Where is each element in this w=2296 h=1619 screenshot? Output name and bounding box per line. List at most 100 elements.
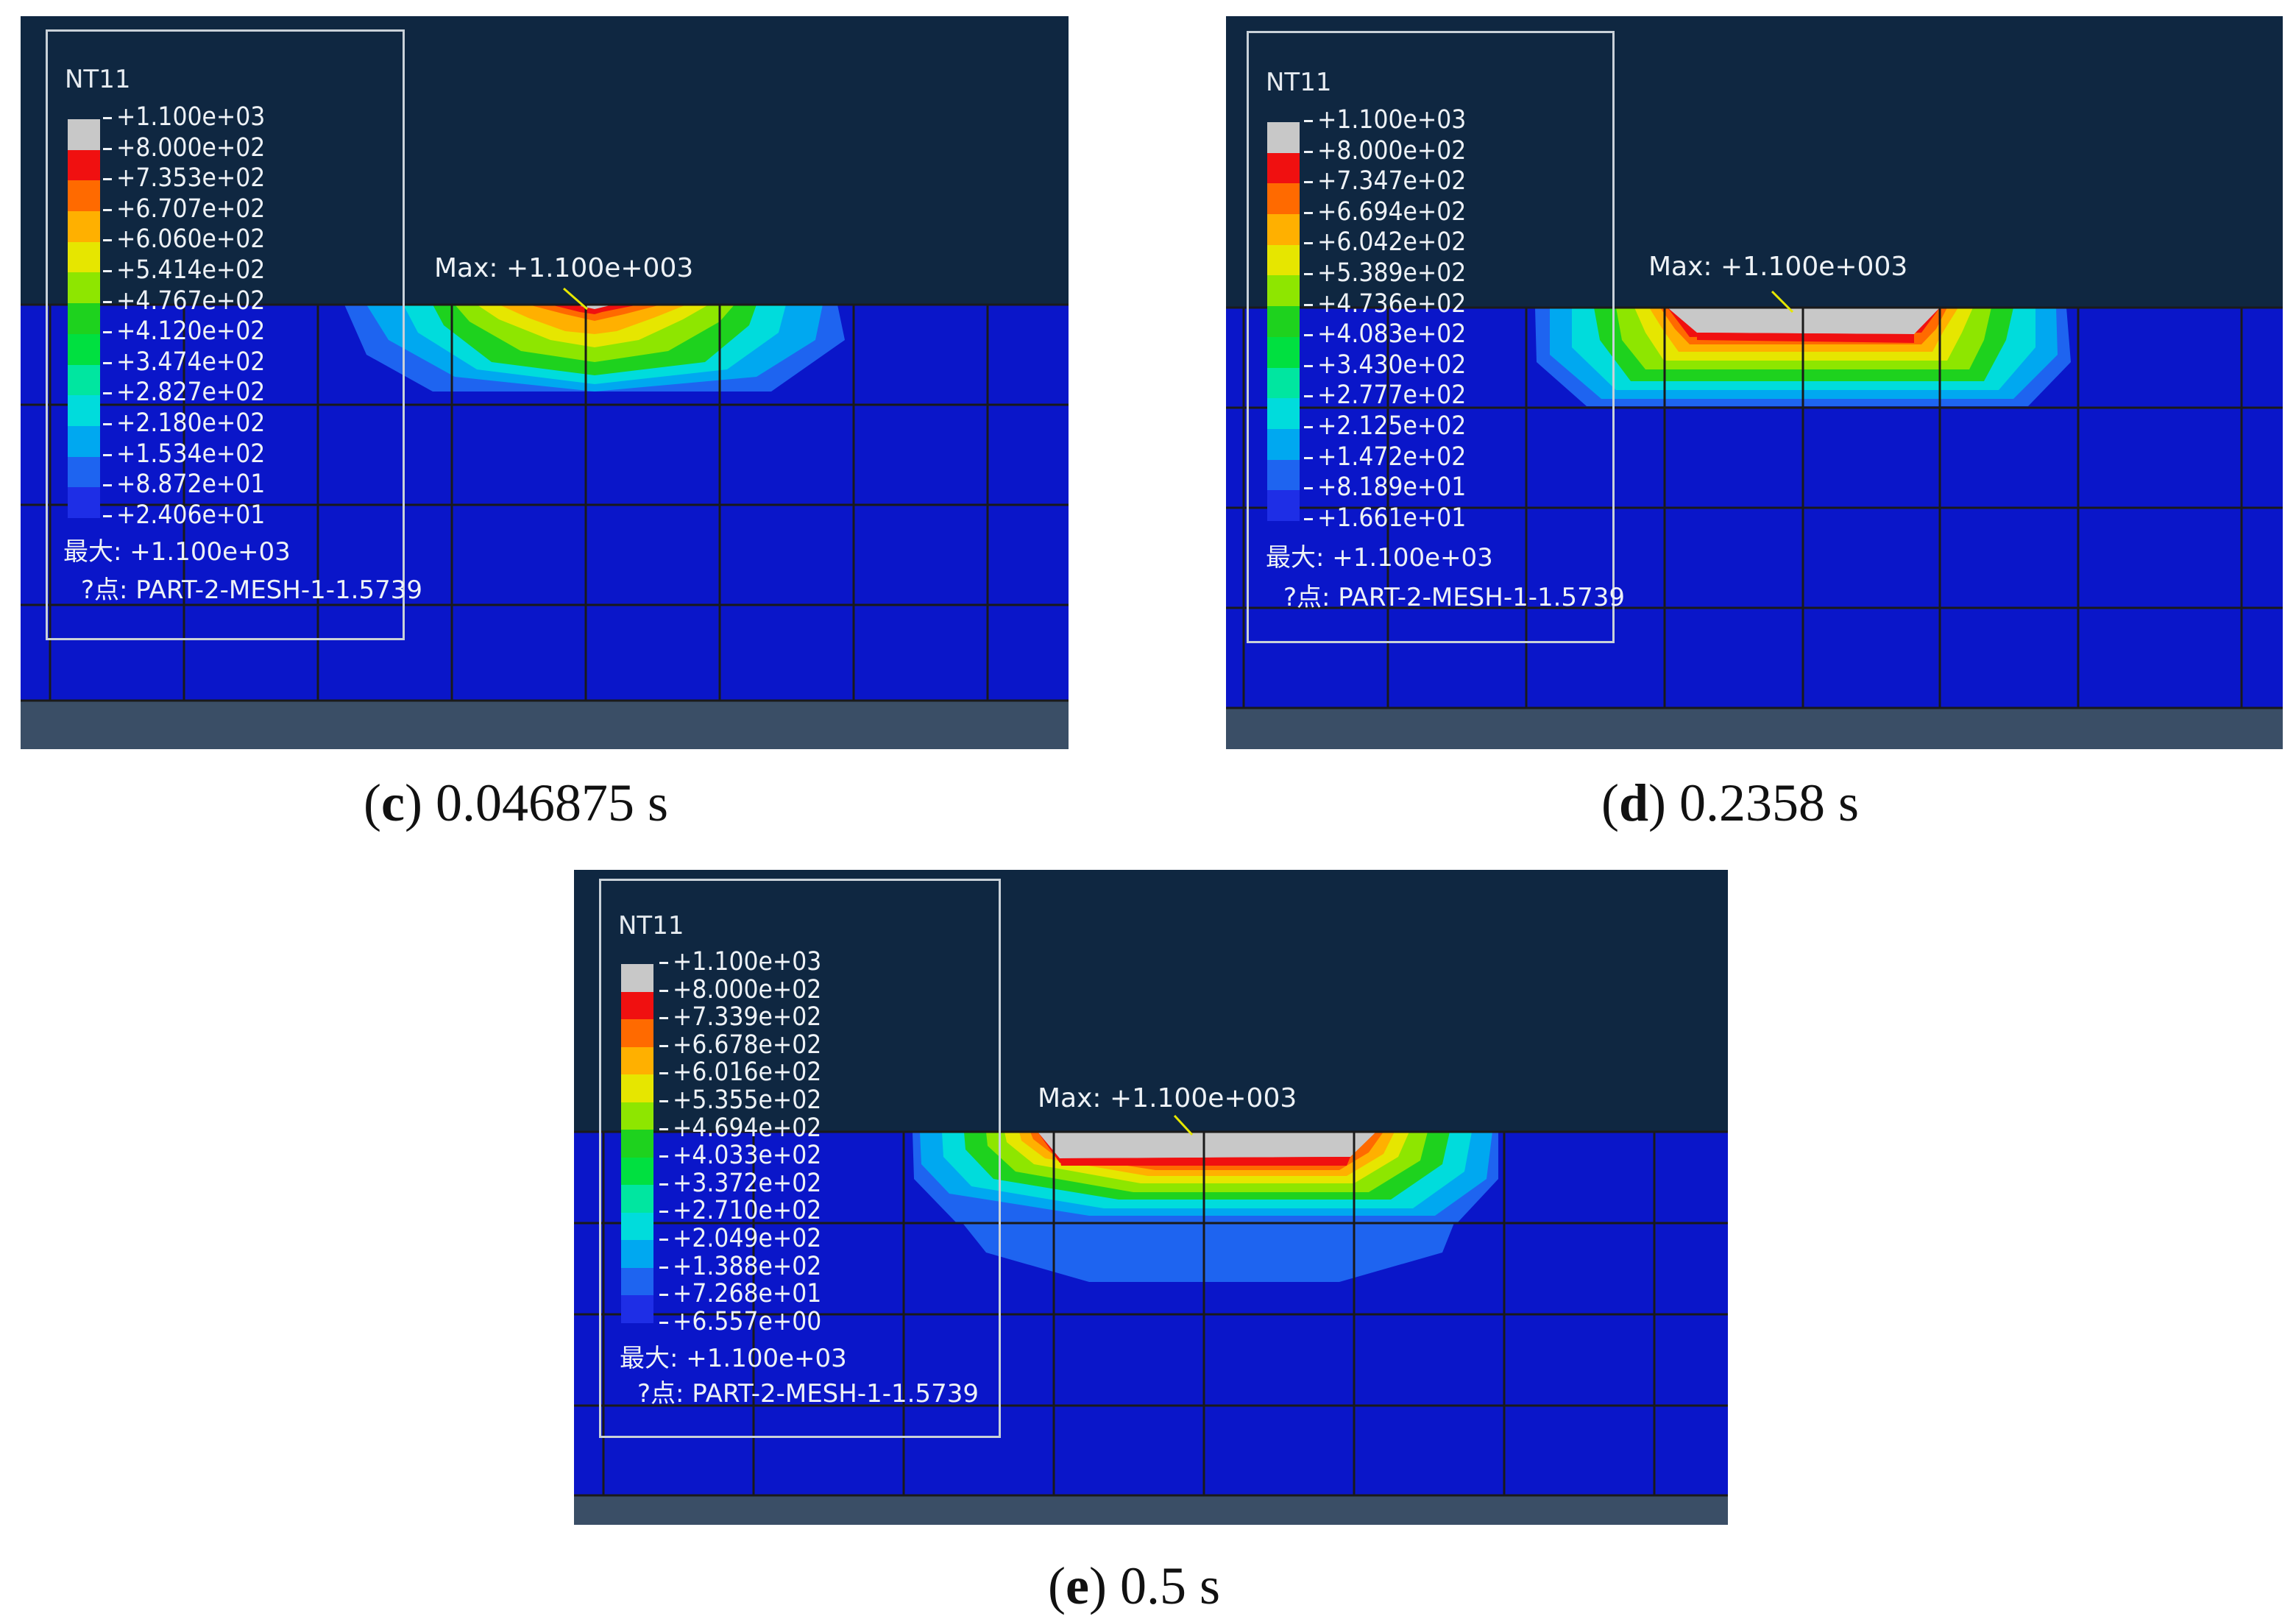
legend-swatch: [68, 364, 100, 396]
legend-value: +4.767e+02: [116, 286, 266, 316]
caption-letter: c: [380, 773, 405, 832]
legend-value: +8.000e+02: [116, 132, 266, 163]
legend-swatch: [621, 1130, 653, 1158]
legend-tick: [103, 514, 112, 517]
legend-value: +5.355e+02: [673, 1085, 822, 1115]
legend-max-line: 最大: +1.100e+03: [620, 1344, 847, 1373]
legend-swatch: [1267, 275, 1300, 307]
legend-swatch: [621, 991, 653, 1020]
legend-tick: [1304, 303, 1313, 306]
legend-value: +2.710e+02: [673, 1196, 822, 1226]
legend-value: +8.000e+02: [673, 974, 822, 1005]
legend-swatch: [621, 964, 653, 993]
contour-panel-d: NT11 最大: +1.100e+03 ?点: PART-2-MESH-1-1.…: [1226, 16, 2283, 749]
caption-e: (e) 0.5 s: [1048, 1556, 1220, 1617]
caption-time: 0.046875 s: [422, 773, 668, 832]
legend-swatch: [68, 456, 100, 488]
legend-swatch: [621, 1240, 653, 1269]
legend-value: +7.347e+02: [1317, 166, 1467, 196]
legend-tick: [1304, 517, 1313, 520]
legend-value: +2.827e+02: [116, 378, 266, 408]
legend-value: +6.042e+02: [1317, 227, 1467, 258]
legend-swatch: [1267, 336, 1300, 369]
legend-box: [46, 29, 405, 640]
legend-value: +3.372e+02: [673, 1168, 822, 1198]
legend-swatch: [1267, 490, 1300, 522]
caption-time: 0.2358 s: [1666, 773, 1860, 832]
max-value-label: Max: +1.100e+003: [1038, 1083, 1297, 1113]
legend-value: +4.083e+02: [1317, 319, 1467, 350]
legend-tick: [1304, 120, 1313, 122]
legend-value: +3.430e+02: [1317, 350, 1467, 380]
legend-swatch: [1267, 152, 1300, 184]
legend-node-line: ?点: PART-2-MESH-1-1.5739: [637, 1379, 979, 1409]
legend-swatch: [1267, 367, 1300, 399]
legend-tick: [103, 423, 112, 425]
legend-value: +7.268e+01: [673, 1279, 822, 1309]
legend-tick: [659, 1321, 668, 1324]
legend-tick: [103, 208, 112, 211]
legend-color-bar: [621, 964, 653, 1324]
legend-value: +1.388e+02: [673, 1251, 822, 1281]
legend-tick: [1304, 150, 1313, 153]
legend-tick: [103, 484, 112, 487]
legend-tick: [1304, 273, 1313, 275]
legend-tick: [659, 962, 668, 964]
legend-value: +1.472e+02: [1317, 442, 1467, 472]
legend-tick: [659, 1239, 668, 1241]
contour-panel-e: NT11 最大: +1.100e+03 ?点: PART-2-MESH-1-1.…: [574, 870, 1728, 1525]
caption-time: 0.5 s: [1106, 1556, 1220, 1615]
caption-c: (c) 0.046875 s: [364, 773, 668, 834]
legend-swatch: [621, 1019, 653, 1048]
legend-tick: [659, 1183, 668, 1186]
legend-color-bar: [68, 119, 100, 519]
legend-tick: [1304, 364, 1313, 367]
legend-swatch: [1267, 214, 1300, 246]
legend-swatch: [621, 1046, 653, 1075]
legend-value: +3.474e+02: [116, 347, 266, 377]
legend-swatch: [68, 180, 100, 212]
legend-value: +8.189e+01: [1317, 472, 1467, 503]
contour-panel-c: NT11 最大: +1.100e+03 ?点: PART-2-MESH-1-1.…: [21, 16, 1069, 749]
legend-swatch: [1267, 244, 1300, 276]
caption-letter: d: [1618, 773, 1649, 832]
legend-swatch: [68, 333, 100, 366]
caption-open-paren: (: [364, 773, 381, 832]
caption-open-paren: (: [1048, 1556, 1066, 1615]
caption-close-paren: ): [1088, 1556, 1107, 1615]
legend-box: [599, 879, 1001, 1438]
temperature-field-c: [21, 16, 1069, 749]
legend-swatch: [621, 1295, 653, 1324]
legend-swatch: [1267, 122, 1300, 154]
legend-value: +1.100e+03: [1317, 105, 1467, 135]
legend-swatch: [621, 1074, 653, 1103]
legend-value: +4.736e+02: [1317, 288, 1467, 319]
legend-tick: [103, 147, 112, 150]
legend-swatch: [68, 425, 100, 458]
legend-value: +4.120e+02: [116, 316, 266, 347]
legend-value: +2.777e+02: [1317, 380, 1467, 411]
legend-value: +6.694e+02: [1317, 196, 1467, 227]
caption-close-paren: ): [1648, 773, 1667, 832]
legend-tick: [1304, 487, 1313, 490]
legend-tick: [659, 1266, 668, 1269]
legend-swatch: [68, 211, 100, 243]
legend-swatch: [621, 1212, 653, 1241]
legend-value: +6.678e+02: [673, 1030, 822, 1060]
legend-max-line: 最大: +1.100e+03: [1266, 543, 1493, 573]
caption-letter: e: [1065, 1556, 1089, 1615]
legend-tick: [1304, 242, 1313, 245]
legend-tick: [659, 1044, 668, 1047]
legend-value: +5.389e+02: [1317, 258, 1467, 288]
legend-tick: [1304, 456, 1313, 459]
legend-swatch: [68, 241, 100, 273]
legend-tick: [659, 989, 668, 992]
legend-value: +8.000e+02: [1317, 135, 1467, 166]
legend-swatch: [1267, 428, 1300, 461]
legend-tick: [103, 392, 112, 395]
legend-tick: [103, 270, 112, 272]
legend-tick: [659, 1017, 668, 1020]
legend-tick: [659, 1127, 668, 1130]
legend-title: NT11: [1266, 68, 1332, 97]
caption-d: (d) 0.2358 s: [1601, 773, 1859, 834]
